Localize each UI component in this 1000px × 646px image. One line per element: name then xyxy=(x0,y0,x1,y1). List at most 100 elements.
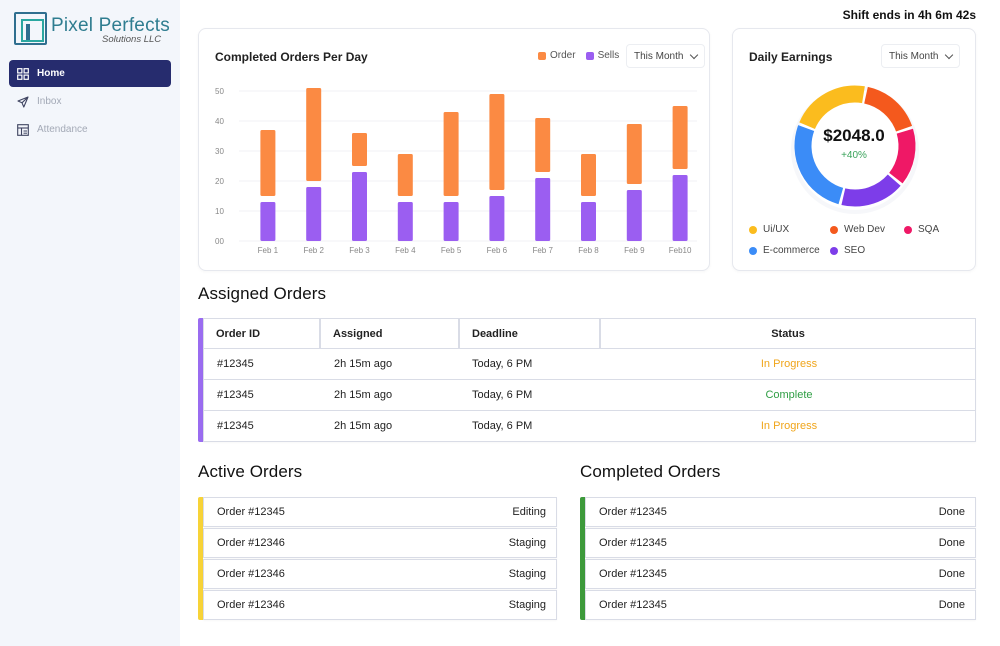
list-item[interactable]: Order #12346 Staging xyxy=(203,590,557,620)
deadline-cell: Today, 6 PM xyxy=(472,358,533,370)
bar-order[interactable] xyxy=(535,118,551,172)
bar-order[interactable] xyxy=(672,106,688,169)
earnings-center: $2048.0 +40% xyxy=(733,126,975,161)
list-item[interactable]: Order #12345 Done xyxy=(585,497,976,527)
order-status: Done xyxy=(938,506,965,518)
list-item[interactable]: Order #12345 Done xyxy=(585,559,976,589)
x-tick-label: Feb10 xyxy=(669,246,692,255)
order-label: Order #12346 xyxy=(217,537,285,549)
donut-slice-webdev[interactable] xyxy=(863,86,913,132)
orders-period-dropdown[interactable]: This Month xyxy=(626,44,706,68)
layout-icon xyxy=(17,123,29,136)
table-row[interactable]: #12345 2h 15m ago Today, 6 PM In Progres… xyxy=(203,411,976,442)
y-tick-label: 10 xyxy=(215,207,224,216)
donut-slice-seo[interactable] xyxy=(841,174,901,207)
bar-sells[interactable] xyxy=(352,172,367,241)
y-tick-label: 30 xyxy=(215,147,224,156)
status-badge: In Progress xyxy=(760,420,818,432)
status-badge: Complete xyxy=(765,389,813,401)
bar-sells[interactable] xyxy=(489,196,505,241)
list-item[interactable]: Order #12345 Editing xyxy=(203,497,557,527)
active-accent-bar xyxy=(198,497,203,620)
earnings-period-dropdown[interactable]: This Month xyxy=(881,44,961,68)
bar-order[interactable] xyxy=(581,154,596,196)
list-item[interactable]: Order #12346 Staging xyxy=(203,559,557,589)
legend-label: E-commerce xyxy=(763,245,820,256)
list-item[interactable]: Order #12346 Staging xyxy=(203,528,557,558)
header-deadline[interactable]: Deadline xyxy=(459,318,600,349)
legend-label: SEO xyxy=(844,245,866,256)
bar-order[interactable] xyxy=(443,112,459,196)
bar-sells[interactable] xyxy=(443,202,459,241)
donut-slice-ecommerce[interactable] xyxy=(794,125,844,205)
header-status[interactable]: Status xyxy=(600,318,976,349)
x-tick-label: Feb 2 xyxy=(303,246,324,255)
y-tick-label: 00 xyxy=(215,237,224,246)
list-item[interactable]: Order #12345 Done xyxy=(585,528,976,558)
table-row[interactable]: #12345 2h 15m ago Today, 6 PM In Progres… xyxy=(203,349,976,380)
bar-order[interactable] xyxy=(626,124,642,184)
assigned-orders-table: Order ID Assigned Deadline Status #12345… xyxy=(198,318,976,442)
ecommerce-dot xyxy=(749,246,757,255)
order-id-cell: #12345 xyxy=(217,389,254,401)
list-item[interactable]: Order #12345 Done xyxy=(585,590,976,620)
header-order-id[interactable]: Order ID xyxy=(203,318,320,349)
order-label: Order #12346 xyxy=(217,599,285,611)
bar-sells[interactable] xyxy=(535,178,551,241)
legend-ecommerce: E-commerce xyxy=(749,245,820,256)
shift-timer: Shift ends in 4h 6m 42s xyxy=(842,8,976,22)
x-tick-label: Feb 7 xyxy=(532,246,553,255)
legend-sells-label: Sells xyxy=(597,50,620,61)
bar-sells[interactable] xyxy=(581,202,596,241)
completed-orders-list: Order #12345 Done Order #12345 Done Orde… xyxy=(580,497,976,620)
bar-sells[interactable] xyxy=(672,175,688,241)
x-tick-label: Feb 3 xyxy=(349,246,370,255)
bar-sells[interactable] xyxy=(397,202,413,241)
bar-order[interactable] xyxy=(306,88,322,181)
legend-sqa: SQA xyxy=(904,224,939,235)
legend-label: SQA xyxy=(918,224,940,235)
donut-slice-sqa[interactable] xyxy=(888,128,916,184)
logo-subtitle: Solutions LLC xyxy=(102,34,162,45)
order-legend-swatch xyxy=(538,51,546,60)
order-status: Staging xyxy=(508,568,546,580)
order-id-cell: #12345 xyxy=(217,358,254,370)
assigned-cell: 2h 15m ago xyxy=(334,358,393,370)
orders-bar-chart: 50 40 30 20 10 00 Feb 1 Feb 2 Feb 3 Feb 4 Feb 5 Feb… xyxy=(215,87,697,255)
sidebar-item-attendance[interactable]: Attendance xyxy=(9,116,171,143)
send-icon xyxy=(17,95,29,108)
active-orders-title: Active Orders xyxy=(198,462,303,481)
chart-legend: Order Sells xyxy=(538,50,619,61)
donut-slice-uiux[interactable] xyxy=(799,85,865,130)
legend-label: Web Dev xyxy=(844,224,885,235)
assigned-cell: 2h 15m ago xyxy=(334,389,393,401)
order-status: Staging xyxy=(508,599,546,611)
deadline-cell: Today, 6 PM xyxy=(472,420,533,432)
bar-sells[interactable] xyxy=(626,190,642,241)
bar-order[interactable] xyxy=(489,94,505,190)
grid-icon xyxy=(17,67,29,80)
earnings-donut-chart xyxy=(791,85,919,214)
order-status: Staging xyxy=(508,537,546,549)
sqa-dot xyxy=(904,225,912,234)
dropdown-label: This Month xyxy=(889,50,939,62)
order-status: Done xyxy=(938,599,965,611)
table-row[interactable]: #12345 2h 15m ago Today, 6 PM Complete xyxy=(203,380,976,411)
sidebar-item-inbox[interactable]: Inbox xyxy=(9,88,171,115)
header-assigned[interactable]: Assigned xyxy=(320,318,459,349)
bar-sells[interactable] xyxy=(306,187,322,241)
y-tick-label: 20 xyxy=(215,177,224,186)
y-tick-label: 40 xyxy=(215,117,224,126)
order-id-cell: #12345 xyxy=(217,420,254,432)
company-logo[interactable]: Pixel Perfects Solutions LLC xyxy=(14,12,174,48)
bar-order[interactable] xyxy=(352,133,367,166)
legend-webdev: Web Dev xyxy=(830,224,885,235)
sidebar-item-home[interactable]: Home xyxy=(9,60,171,87)
bar-order[interactable] xyxy=(260,130,276,196)
x-tick-label: Feb 5 xyxy=(441,246,462,255)
order-label: Order #12345 xyxy=(599,568,667,580)
bar-order[interactable] xyxy=(397,154,413,196)
bar-sells[interactable] xyxy=(260,202,276,241)
x-tick-label: Feb 6 xyxy=(487,246,508,255)
